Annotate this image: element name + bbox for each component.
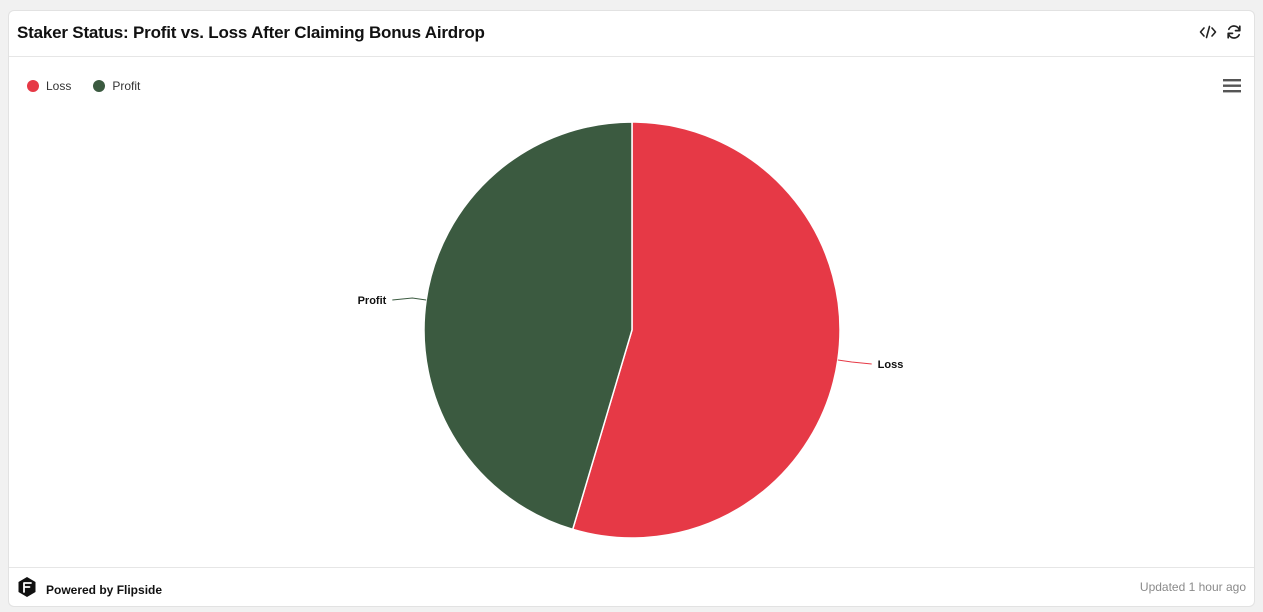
connector-loss <box>837 359 872 365</box>
code-icon[interactable] <box>1199 23 1217 41</box>
pie-chart: Loss Profit <box>358 121 904 539</box>
refresh-icon[interactable] <box>1225 23 1243 41</box>
legend-dot-loss <box>27 80 39 92</box>
legend-label-profit: Profit <box>112 79 141 93</box>
hamburger-menu-icon[interactable] <box>1223 79 1241 93</box>
legend-label-loss: Loss <box>46 79 72 93</box>
slice-label-profit: Profit <box>358 295 387 307</box>
connector-profit <box>392 297 427 301</box>
card-footer: Powered by Flipside Updated 1 hour ago <box>9 567 1254 606</box>
slice-label-loss: Loss <box>878 359 904 371</box>
card-header: Staker Status: Profit vs. Loss After Cla… <box>9 11 1254 57</box>
flipside-logo-icon <box>16 576 38 603</box>
updated-timestamp: Updated 1 hour ago <box>1139 580 1246 594</box>
pie-slice-loss[interactable] <box>571 121 841 539</box>
brand[interactable]: Powered by Flipside <box>16 576 162 603</box>
chart-legend: Loss Profit <box>27 79 140 93</box>
legend-dot-profit <box>93 80 106 92</box>
brand-label: Powered by Flipside <box>46 582 163 597</box>
legend-item-loss[interactable]: Loss <box>27 79 71 93</box>
chart-card: Staker Status: Profit vs. Loss After Cla… <box>8 10 1255 607</box>
chart-title: Staker Status: Profit vs. Loss After Cla… <box>17 23 485 42</box>
legend-item-profit[interactable]: Profit <box>93 79 140 93</box>
header-actions <box>1199 23 1243 41</box>
